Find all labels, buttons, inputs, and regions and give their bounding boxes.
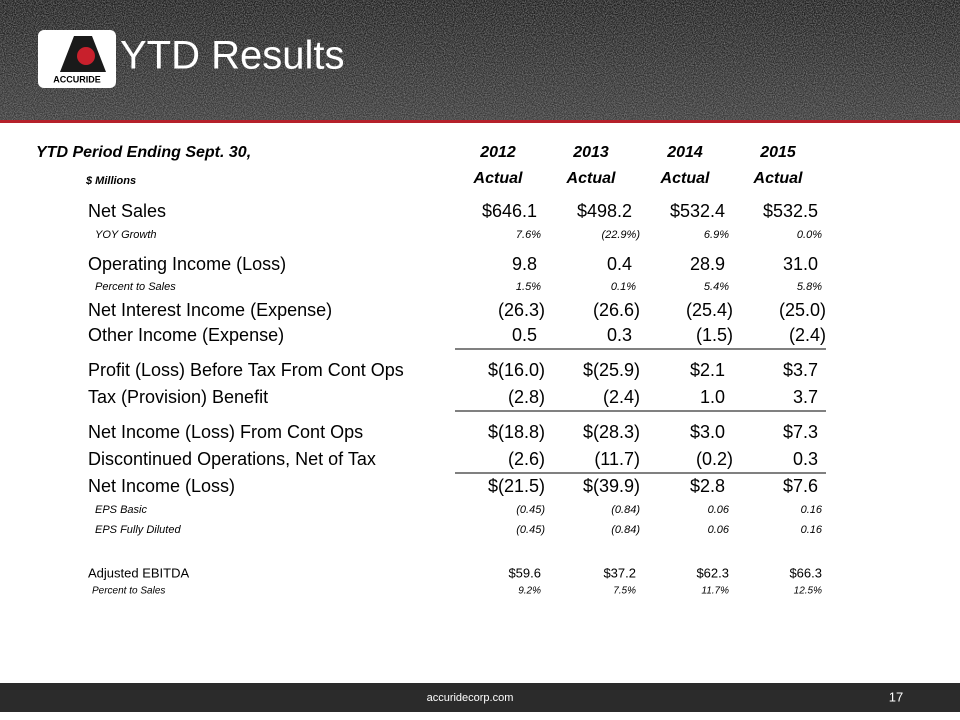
cell-value: 0.5 xyxy=(512,325,537,345)
row-label: Percent to Sales xyxy=(95,281,176,293)
cell-value: 11.7% xyxy=(701,586,729,597)
cell-value: $(25.9) xyxy=(583,360,640,380)
row-label: Other Income (Expense) xyxy=(88,325,284,345)
cell-value: $66.3 xyxy=(789,565,822,580)
cell-value: $532.4 xyxy=(670,201,725,221)
row-label: YOY Growth xyxy=(95,229,157,241)
row-label: Profit (Loss) Before Tax From Cont Ops xyxy=(88,360,404,380)
page-number: 17 xyxy=(889,689,903,704)
cell-value: $2.8 xyxy=(690,476,725,496)
footer-band xyxy=(0,683,960,712)
cell-value: (2.8) xyxy=(508,387,545,407)
cell-value: 31.0 xyxy=(783,254,818,274)
row-label: Tax (Provision) Benefit xyxy=(88,387,268,407)
cell-value: (26.6) xyxy=(593,300,640,320)
cell-value: $3.0 xyxy=(690,422,725,442)
row-label: EPS Fully Diluted xyxy=(95,524,181,536)
cell-value: (11.7) xyxy=(594,449,640,469)
year-header: 2015 xyxy=(759,144,797,161)
cell-value: (22.9%) xyxy=(601,229,640,241)
cell-value: (25.4) xyxy=(686,300,733,320)
cell-value: $37.2 xyxy=(603,565,636,580)
cell-value: $3.7 xyxy=(783,360,818,380)
column-subhead: Actual xyxy=(753,170,803,187)
cell-value: $7.6 xyxy=(783,476,818,496)
row-label: Net Income (Loss) From Cont Ops xyxy=(88,422,363,442)
row-label: Discontinued Operations, Net of Tax xyxy=(88,449,376,469)
cell-value: $498.2 xyxy=(577,201,632,221)
cell-value: $(16.0) xyxy=(488,360,545,380)
year-header: 2013 xyxy=(572,144,609,161)
cell-value: (0.84) xyxy=(611,524,640,536)
header-texture xyxy=(0,0,960,120)
row-label: Percent to Sales xyxy=(92,586,165,597)
column-subhead: Actual xyxy=(660,170,710,187)
cell-value: 0.3 xyxy=(793,449,818,469)
table-corner: YTD Period Ending Sept. 30, xyxy=(36,144,251,161)
cell-value: 1.0 xyxy=(700,387,725,407)
logo: ACCURIDE xyxy=(38,30,116,88)
footer-url: accuridecorp.com xyxy=(427,692,514,704)
cell-value: (26.3) xyxy=(498,300,545,320)
row-label: Adjusted EBITDA xyxy=(88,565,189,580)
column-subhead: Actual xyxy=(473,170,523,187)
row-label: EPS Basic xyxy=(95,504,147,516)
cell-value: 28.9 xyxy=(690,254,725,274)
cell-value: $(28.3) xyxy=(583,422,640,442)
cell-value: 9.2% xyxy=(518,586,541,597)
cell-value: (0.84) xyxy=(611,504,640,516)
cell-value: (0.2) xyxy=(696,449,733,469)
cell-value: 0.16 xyxy=(801,524,823,536)
cell-value: (1.5) xyxy=(696,325,733,345)
cell-value: (2.4) xyxy=(603,387,640,407)
cell-value: 12.5% xyxy=(794,586,822,597)
cell-value: (25.0) xyxy=(779,300,826,320)
logo-dot xyxy=(77,47,95,65)
cell-value: $(18.8) xyxy=(488,422,545,442)
cell-value: 0.3 xyxy=(607,325,632,345)
cell-value: 0.16 xyxy=(801,504,823,516)
cell-value: 7.5% xyxy=(613,586,636,597)
cell-value: 0.4 xyxy=(607,254,632,274)
cell-value: 0.06 xyxy=(708,504,730,516)
cell-value: 3.7 xyxy=(793,387,818,407)
cell-value: 5.8% xyxy=(797,281,822,293)
cell-value: 5.4% xyxy=(704,281,729,293)
cell-value: 0.0% xyxy=(797,229,822,241)
row-label: Operating Income (Loss) xyxy=(88,254,286,274)
cell-value: $2.1 xyxy=(690,360,725,380)
cell-value: $7.3 xyxy=(783,422,818,442)
row-label: Net Interest Income (Expense) xyxy=(88,300,332,320)
row-label: Net Sales xyxy=(88,201,166,221)
cell-value: 9.8 xyxy=(512,254,537,274)
cell-value: $646.1 xyxy=(482,201,537,221)
cell-value: $532.5 xyxy=(763,201,818,221)
cell-value: $59.6 xyxy=(508,565,541,580)
cell-value: (0.45) xyxy=(516,504,545,516)
row-label: Net Income (Loss) xyxy=(88,476,235,496)
cell-value: 0.06 xyxy=(708,524,730,536)
logo-text: ACCURIDE xyxy=(53,74,101,84)
cell-value: $62.3 xyxy=(696,565,729,580)
column-subhead: Actual xyxy=(566,170,616,187)
cell-value: 1.5% xyxy=(516,281,541,293)
header-rule xyxy=(0,120,960,123)
slide-title: YTD Results xyxy=(120,34,345,78)
cell-value: (0.45) xyxy=(516,524,545,536)
cell-value: 7.6% xyxy=(516,229,541,241)
cell-value: $(21.5) xyxy=(488,476,545,496)
cell-value: 0.1% xyxy=(611,281,636,293)
cell-value: (2.6) xyxy=(508,449,545,469)
cell-value: $(39.9) xyxy=(583,476,640,496)
year-header: 2014 xyxy=(666,144,703,161)
year-header: 2012 xyxy=(479,144,516,161)
cell-value: (2.4) xyxy=(789,325,826,345)
unit-label: $ Millions xyxy=(85,175,136,187)
cell-value: 6.9% xyxy=(704,229,729,241)
